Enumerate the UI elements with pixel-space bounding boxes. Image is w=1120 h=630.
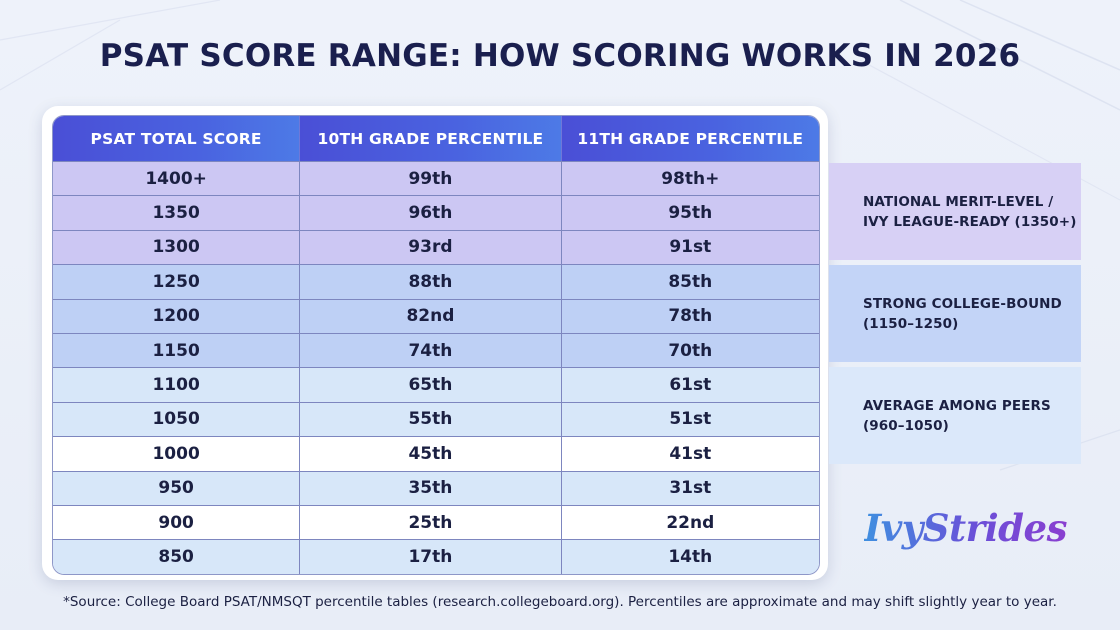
table-row: 1250 88th 85th bbox=[53, 264, 819, 299]
legend-avg-line2: (960–1050) bbox=[863, 417, 949, 434]
cell-10th-percentile: 25th bbox=[300, 504, 562, 540]
cell-10th-percentile: 93rd bbox=[300, 229, 562, 265]
legend-average-among-peers: AVERAGE AMONG PEERS (960–1050) bbox=[829, 367, 1081, 464]
cell-total-score: 850 bbox=[53, 539, 301, 574]
table-row: 1350 96th 95th bbox=[53, 195, 819, 230]
table-body: 1400+ 99th 98th+ 1350 96th 95th 1300 93rd 91st 12… bbox=[53, 161, 819, 574]
cell-10th-percentile: 88th bbox=[300, 264, 562, 299]
cell-total-score: 1350 bbox=[53, 195, 301, 230]
table-row: 1300 93rd 91st bbox=[53, 229, 819, 265]
table-row: 950 35th 31st bbox=[53, 470, 819, 505]
table-header-row: PSAT TOTAL SCORE 10TH GRADE PERCENTILE 1… bbox=[53, 116, 819, 161]
cell-total-score: 1400+ bbox=[53, 161, 301, 196]
header-11th-percentile: 11TH GRADE PERCENTILE bbox=[561, 116, 819, 161]
cell-11th-percentile: 51st bbox=[561, 401, 819, 437]
cell-total-score: 1100 bbox=[53, 367, 301, 402]
cell-11th-percentile: 70th bbox=[561, 332, 819, 368]
cell-total-score: 950 bbox=[53, 470, 301, 505]
header-total-score: PSAT TOTAL SCORE bbox=[53, 116, 301, 161]
cell-11th-percentile: 98th+ bbox=[561, 161, 819, 196]
cell-10th-percentile: 82nd bbox=[300, 298, 562, 333]
cell-11th-percentile: 22nd bbox=[561, 504, 819, 540]
cell-10th-percentile: 96th bbox=[300, 195, 562, 230]
table-row: 1100 65th 61st bbox=[53, 367, 819, 402]
cell-total-score: 1300 bbox=[53, 229, 301, 265]
cell-10th-percentile: 74th bbox=[300, 332, 562, 368]
cell-11th-percentile: 61st bbox=[561, 367, 819, 402]
legend-strong-line2: (1150–1250) bbox=[863, 315, 959, 332]
cell-10th-percentile: 65th bbox=[300, 367, 562, 402]
cell-11th-percentile: 14th bbox=[561, 539, 819, 574]
cell-10th-percentile: 45th bbox=[300, 436, 562, 471]
table-row: 1200 82nd 78th bbox=[53, 298, 819, 333]
table-row: 850 17th 14th bbox=[53, 539, 819, 574]
cell-10th-percentile: 17th bbox=[300, 539, 562, 574]
cell-total-score: 1000 bbox=[53, 436, 301, 471]
cell-11th-percentile: 41st bbox=[561, 436, 819, 471]
page-title: PSAT SCORE RANGE: HOW SCORING WORKS IN 2… bbox=[99, 38, 1021, 74]
legend-merit-line2: IVY LEAGUE-READY (1350+) bbox=[863, 213, 1077, 230]
table-row: 1000 45th 41st bbox=[53, 436, 819, 471]
cell-11th-percentile: 95th bbox=[561, 195, 819, 230]
legend-strong-line1: STRONG COLLEGE-BOUND bbox=[863, 295, 1062, 312]
cell-11th-percentile: 78th bbox=[561, 298, 819, 333]
cell-total-score: 900 bbox=[53, 504, 301, 540]
table-row: 1150 74th 70th bbox=[53, 332, 819, 368]
cell-10th-percentile: 99th bbox=[300, 161, 562, 196]
cell-total-score: 1150 bbox=[53, 332, 301, 368]
cell-total-score: 1200 bbox=[53, 298, 301, 333]
ivystrides-logo: IvyStrides bbox=[864, 506, 1067, 550]
cell-10th-percentile: 35th bbox=[300, 470, 562, 505]
cell-11th-percentile: 91st bbox=[561, 229, 819, 265]
cell-11th-percentile: 85th bbox=[561, 264, 819, 299]
cell-11th-percentile: 31st bbox=[561, 470, 819, 505]
cell-total-score: 1050 bbox=[53, 401, 301, 437]
table-row: 1400+ 99th 98th+ bbox=[53, 161, 819, 196]
header-10th-percentile: 10TH GRADE PERCENTILE bbox=[300, 116, 562, 161]
legend-avg-line1: AVERAGE AMONG PEERS bbox=[863, 397, 1051, 414]
table-row: 900 25th 22nd bbox=[53, 504, 819, 540]
table-row: 1050 55th 51st bbox=[53, 401, 819, 437]
legend-merit-line1: NATIONAL MERIT-LEVEL / bbox=[863, 193, 1054, 210]
source-footnote: *Source: College Board PSAT/NMSQT percen… bbox=[63, 594, 1057, 610]
legend-strong-college-bound: STRONG COLLEGE-BOUND (1150–1250) bbox=[829, 265, 1081, 362]
legend-national-merit: NATIONAL MERIT-LEVEL / IVY LEAGUE-READY … bbox=[829, 163, 1081, 260]
score-table: PSAT TOTAL SCORE 10TH GRADE PERCENTILE 1… bbox=[52, 115, 820, 575]
cell-10th-percentile: 55th bbox=[300, 401, 562, 437]
cell-total-score: 1250 bbox=[53, 264, 301, 299]
